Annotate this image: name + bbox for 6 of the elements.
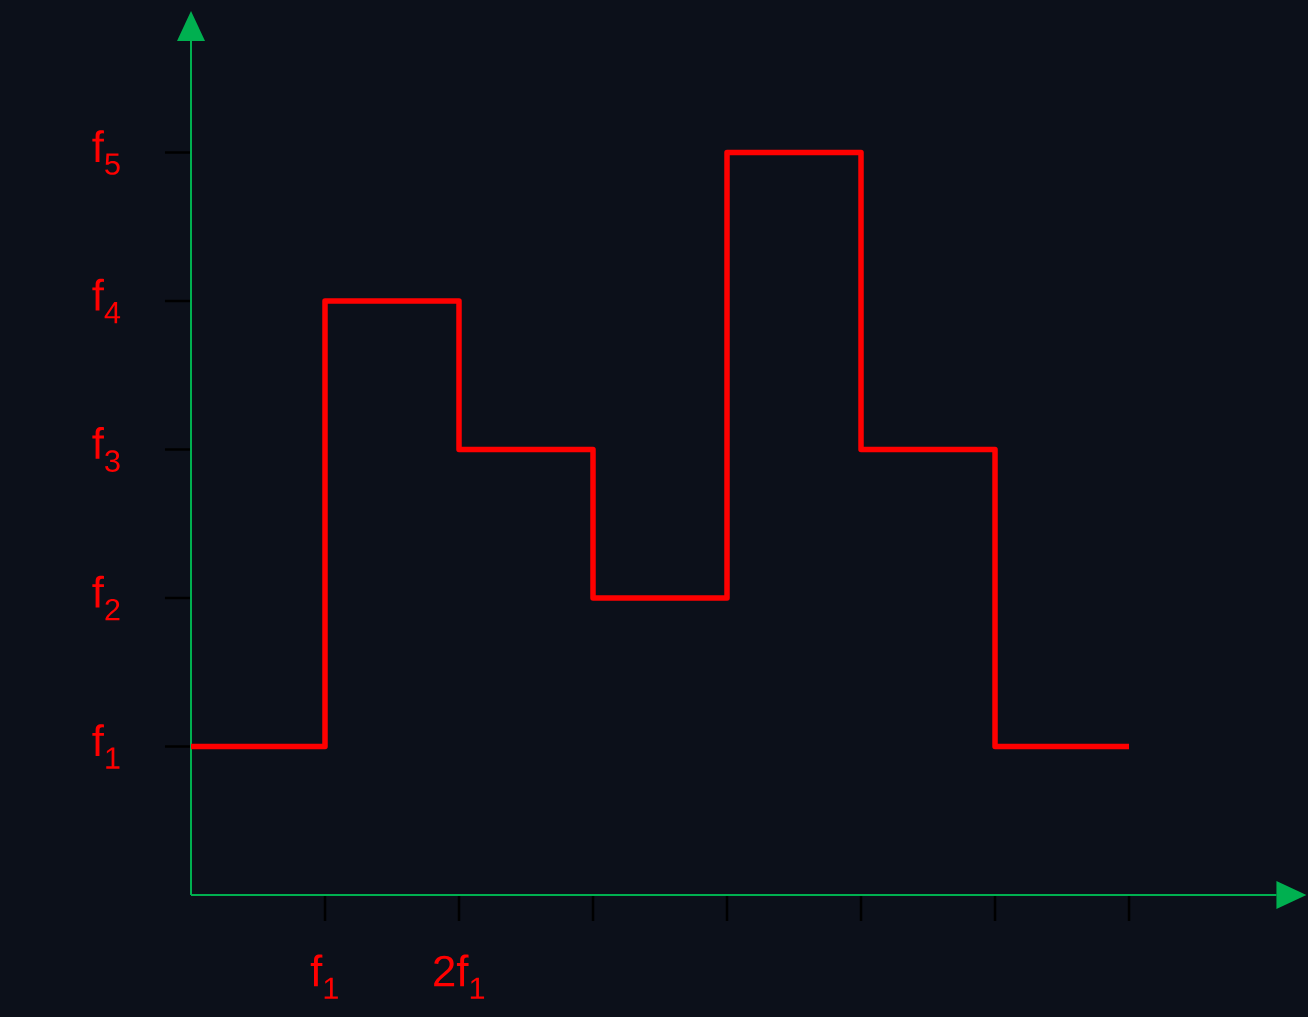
y-tick-label: f$_{1}$ [92, 724, 120, 769]
x-tick-label: 2f$_{1}$ [434, 954, 485, 999]
y-tick-label: f$_{3}$ [92, 427, 120, 472]
y-tick-label: f$_{5}$ [92, 130, 120, 175]
y-tick-label: f$_{4}$ [92, 278, 121, 324]
y-tick-label: f$_{2}$ [92, 575, 120, 621]
